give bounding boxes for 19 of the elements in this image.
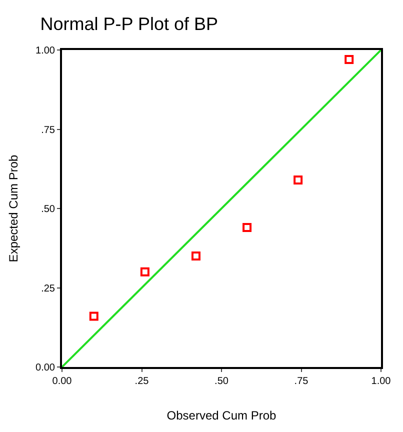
point: [89, 312, 98, 321]
point: [191, 252, 200, 261]
y-axis-title: Expected Cum Prob: [6, 154, 20, 262]
y-tick-label: .50: [41, 204, 56, 215]
x-tick-label: .75: [294, 376, 309, 387]
point: [140, 267, 150, 276]
point: [242, 223, 252, 232]
chart-title: Normal P-P Plot of BP: [40, 14, 218, 34]
y-tick-label: .25: [41, 283, 56, 294]
y-tick-label: .75: [41, 124, 56, 136]
x-tick-label: 0.00: [52, 376, 72, 387]
x-axis-title: Observed Cum Prob: [166, 408, 277, 422]
x-tick-label: 1.00: [371, 376, 392, 387]
x-tick-label: .50: [214, 376, 229, 387]
y-tick-label: 1.00: [36, 46, 56, 56]
point: [294, 175, 303, 184]
x-tick-label: .25: [134, 376, 150, 387]
point: [344, 55, 354, 64]
y-tick-label: 0.00: [36, 362, 56, 374]
